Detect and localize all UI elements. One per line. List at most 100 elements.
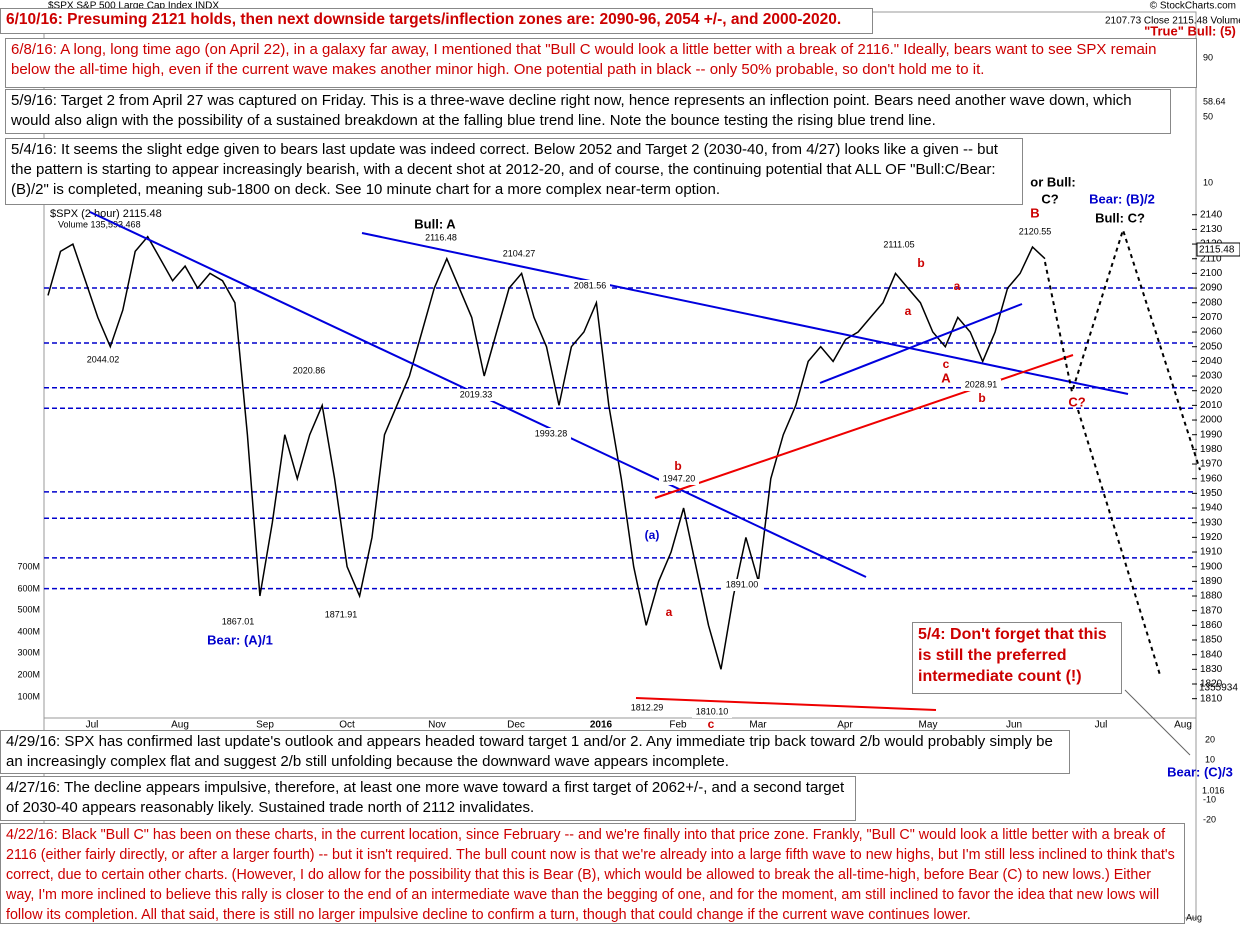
price-label-box (627, 702, 667, 714)
wave-label: C? (1041, 191, 1058, 206)
projection (1044, 226, 1201, 676)
volume-tag-label: 1355934 (1199, 683, 1238, 694)
wave-label: a (954, 279, 961, 293)
indicator-label: 58.64 (1203, 96, 1226, 106)
volume-label: 400M (17, 626, 40, 636)
wave-label: (a) (645, 528, 660, 542)
price-label-box (879, 239, 919, 251)
volume-label: 200M (17, 669, 40, 679)
price-label-box (321, 609, 361, 621)
y-tick-label: 2040 (1200, 356, 1223, 367)
x-tick-label: Jul (86, 720, 99, 731)
y-tick-label: 1820 (1200, 679, 1223, 690)
y-tick-label: 2090 (1200, 283, 1223, 294)
price-label: 2019.33 (460, 389, 493, 399)
y-tick-label: 1840 (1200, 649, 1223, 660)
price-label: 1871.91 (325, 609, 358, 619)
volume-label: 600M (17, 583, 40, 593)
price-label: 1810.10 (696, 706, 729, 716)
wave-label: B (1030, 205, 1039, 220)
x-tick-label: Apr (837, 720, 853, 731)
price-label: 1891.00 (726, 579, 759, 589)
wave-label: a (905, 304, 912, 318)
y-tick-label: 2070 (1200, 312, 1223, 323)
wave-label: c (708, 717, 715, 731)
y-tick-label: 1940 (1200, 503, 1223, 514)
price-label-box (961, 379, 1001, 391)
indicator-label: Aug (1186, 912, 1202, 922)
wave-label: Bear: (C)/3 (1167, 764, 1233, 779)
price-label: 1947.20 (663, 473, 696, 483)
wave-label: b (978, 391, 985, 405)
price-label: 2081.56 (574, 280, 607, 290)
note: 4/29/16: SPX has confirmed last update's… (0, 730, 1070, 774)
wave-label: c (943, 357, 950, 371)
legend-price: $SPX (2 hour) 2115.48 (50, 208, 162, 220)
y-tick-label: 1830 (1200, 664, 1223, 675)
volume-label: 500M (17, 604, 40, 614)
indicator-label: -10 (1203, 794, 1216, 804)
wave-label: a (666, 605, 673, 619)
wave-label: Bear: (B)/2 (1089, 191, 1155, 206)
credit: © StockCharts.com (1150, 1, 1236, 12)
y-tick-label: 2100 (1200, 268, 1223, 279)
y-tick-label: 1980 (1200, 444, 1223, 455)
note: 5/4/16: It seems the slight edge given t… (5, 138, 1023, 205)
pointer (1124, 689, 1191, 756)
wave-label: Bull: A (414, 216, 456, 231)
indicator-label: 50 (1203, 111, 1213, 121)
header-note: 6/10/16: Presuming 2121 holds, then next… (0, 8, 873, 34)
price-label: 2044.02 (87, 354, 120, 364)
volume-label: 100M (17, 691, 40, 701)
y-tick-label: 2110 (1200, 253, 1222, 264)
trend-line (361, 232, 1129, 395)
y-tick-label: 2000 (1200, 415, 1223, 426)
trend-line (819, 303, 1023, 384)
y-tick-label: 1860 (1200, 620, 1223, 631)
y-tick-label: 1870 (1200, 605, 1223, 616)
wave-label: C? (1068, 394, 1085, 409)
wave-label: A (941, 370, 951, 385)
y-tick-label: 2140 (1200, 209, 1223, 220)
x-tick-label: 2016 (590, 720, 613, 731)
y-tick-label: 2050 (1200, 341, 1223, 352)
wave-label: b (917, 256, 924, 270)
quote: 2107.73 Close 2115.48 Volume 1.9B Chg -3… (1105, 16, 1240, 27)
note: 6/8/16: A long, long time ago (on April … (5, 38, 1197, 88)
wave-label: b (674, 459, 681, 473)
y-tick-label: 2010 (1200, 400, 1223, 411)
y-tick-label: 1890 (1200, 576, 1223, 587)
y-tick-label: 1950 (1200, 488, 1223, 499)
price-label: 2111.05 (883, 239, 914, 249)
price-label-box (659, 473, 699, 485)
price-line (47, 235, 1046, 670)
price-tag-label: 2115.48 (1199, 245, 1235, 256)
red-lines (635, 354, 1074, 711)
x-tick-label: Aug (1174, 720, 1192, 731)
indicator-label: 1.016 (1202, 785, 1225, 795)
wave-label: Bear: (A)/1 (207, 632, 273, 647)
y-tick-label: 1960 (1200, 473, 1223, 484)
trend-line (654, 354, 1074, 499)
y-tick-label: 1990 (1200, 429, 1223, 440)
x-tick-label: Aug (171, 720, 189, 731)
note: 4/22/16: Black "Bull C" has been on thes… (0, 823, 1185, 924)
x-tick-label: Oct (339, 720, 355, 731)
volume-label: 300M (17, 647, 40, 657)
price-label: 1993.28 (535, 428, 568, 438)
x-tick-label: Jul (1095, 720, 1108, 731)
price-label-box (499, 248, 539, 260)
y-tick-label: 1930 (1200, 517, 1223, 528)
source-title: $SPX S&P 500 Large Cap Index INDX (48, 1, 219, 12)
indicator-label: 10 (1205, 754, 1215, 764)
x-tick-label: May (919, 720, 938, 731)
price-label: 2104.27 (503, 248, 536, 258)
price-label-box (421, 232, 461, 244)
x-tick-label: Sep (256, 720, 274, 731)
price-label-box (218, 616, 258, 628)
price-label-box (722, 579, 762, 591)
y-tick-label: 2020 (1200, 385, 1223, 396)
wave-label: "True" Bull: (5) (1144, 23, 1236, 38)
indicator-label: -20 (1203, 814, 1216, 824)
